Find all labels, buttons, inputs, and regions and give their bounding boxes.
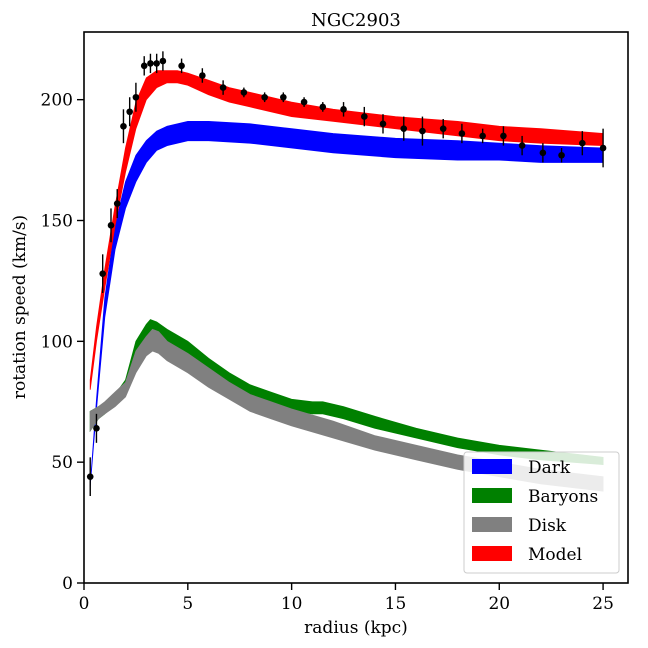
y-tick-label: 50 (51, 453, 73, 473)
data-point (159, 57, 167, 65)
data-point (599, 144, 607, 152)
legend-label-model: Model (528, 545, 582, 565)
data-point (361, 113, 368, 120)
data-point (379, 120, 387, 128)
y-tick-label: 0 (62, 574, 73, 594)
band-layer (89, 70, 604, 492)
legend: Dark Baryons Disk Model (463, 451, 620, 574)
data-point (340, 106, 347, 113)
data-point (400, 125, 408, 132)
y-tick-label: 100 (41, 332, 73, 352)
x-tick-label: 10 (281, 594, 303, 614)
data-point (539, 149, 547, 157)
data-point (86, 473, 94, 480)
data-point (261, 93, 268, 101)
legend-swatch-model (472, 546, 512, 561)
x-tick-label: 15 (385, 594, 407, 614)
y-tick-label: 150 (41, 212, 73, 232)
plot-frame (83, 31, 629, 584)
legend-label-dark: Dark (528, 458, 571, 478)
chart-title: NGC2903 (311, 10, 401, 31)
legend-swatch-baryons (472, 488, 512, 503)
data-point (579, 139, 586, 147)
data-point (93, 425, 100, 432)
x-axis-ticks: 0 5 10 15 20 25 (79, 583, 614, 614)
data-point (199, 72, 206, 79)
data-point (140, 62, 148, 70)
x-tick-label: 0 (79, 594, 90, 614)
data-point (479, 132, 486, 140)
data-point (113, 200, 121, 207)
data-point (300, 98, 308, 106)
data-point (558, 151, 565, 159)
observed-points-layer (86, 51, 607, 496)
y-tick-label: 200 (41, 91, 73, 111)
data-point (319, 103, 327, 111)
data-point (147, 60, 154, 67)
y-axis-ticks: 0 50 100 150 200 (41, 91, 84, 594)
data-point (99, 270, 106, 277)
data-point (107, 222, 115, 229)
legend-swatch-disk (472, 517, 512, 532)
data-point (240, 89, 248, 96)
data-point (120, 122, 127, 130)
x-tick-label: 20 (488, 594, 510, 614)
data-point (280, 93, 287, 101)
data-point (439, 125, 447, 132)
legend-label-disk: Disk (528, 516, 567, 536)
data-point (219, 84, 227, 91)
legend-box (463, 451, 620, 574)
data-point (153, 60, 160, 67)
y-axis-label: rotation speed (km/s) (10, 215, 30, 399)
x-axis-label: radius (kpc) (304, 618, 408, 638)
legend-swatch-dark (472, 459, 512, 474)
data-point (518, 142, 526, 149)
data-point (126, 108, 133, 116)
legend-label-baryons: Baryons (528, 487, 598, 507)
x-tick-label: 25 (592, 594, 614, 614)
data-point (419, 127, 426, 135)
x-tick-label: 5 (182, 594, 193, 614)
data-point (458, 130, 466, 137)
data-point (132, 93, 140, 101)
data-point (500, 132, 507, 140)
data-point (178, 62, 185, 70)
